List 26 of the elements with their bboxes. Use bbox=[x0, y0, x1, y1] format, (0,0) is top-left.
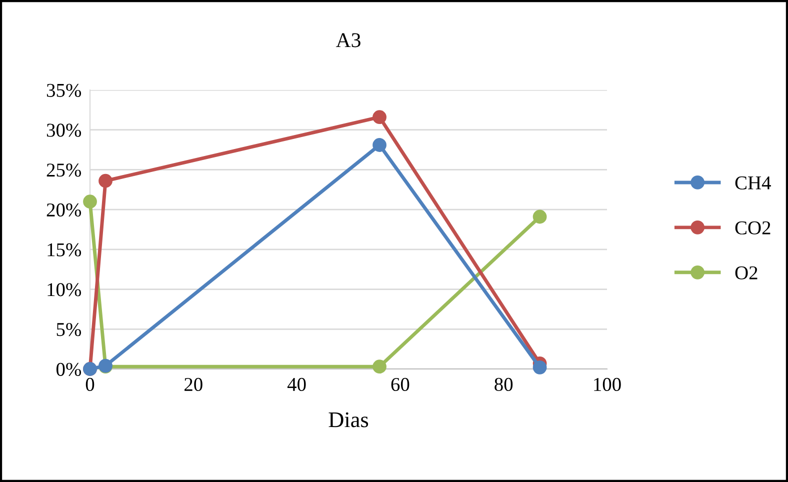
point bbox=[98, 174, 112, 188]
chart-title: A3 bbox=[336, 33, 360, 48]
point bbox=[532, 360, 547, 374]
y-tick-label: 0% bbox=[56, 362, 82, 376]
x-tick-label: 40 bbox=[287, 378, 306, 392]
x-axis-title: Dias bbox=[328, 412, 368, 428]
legend-label: CH4 bbox=[735, 176, 771, 190]
point bbox=[372, 360, 386, 374]
y-tick-label: 25% bbox=[46, 164, 82, 177]
y-tick-label: 30% bbox=[46, 124, 82, 137]
point bbox=[83, 194, 97, 209]
x-tick-label: 80 bbox=[494, 378, 513, 392]
point bbox=[372, 110, 386, 124]
legend-label: CO2 bbox=[735, 221, 770, 234]
point bbox=[532, 210, 547, 224]
x-tick-label: 20 bbox=[184, 378, 202, 392]
x-tick-label: 0 bbox=[86, 378, 94, 392]
x-tick-label: 60 bbox=[391, 378, 410, 392]
y-tick-label: 15% bbox=[48, 243, 82, 256]
y-tick-label: 5% bbox=[56, 322, 82, 336]
y-tick-label: 35% bbox=[46, 84, 82, 97]
y-tick-label: 20% bbox=[46, 203, 82, 217]
x-tick-label: 100 bbox=[594, 378, 621, 392]
y-tick-label: 10% bbox=[48, 283, 82, 296]
legend-label: O2 bbox=[735, 266, 758, 280]
point bbox=[372, 138, 386, 152]
